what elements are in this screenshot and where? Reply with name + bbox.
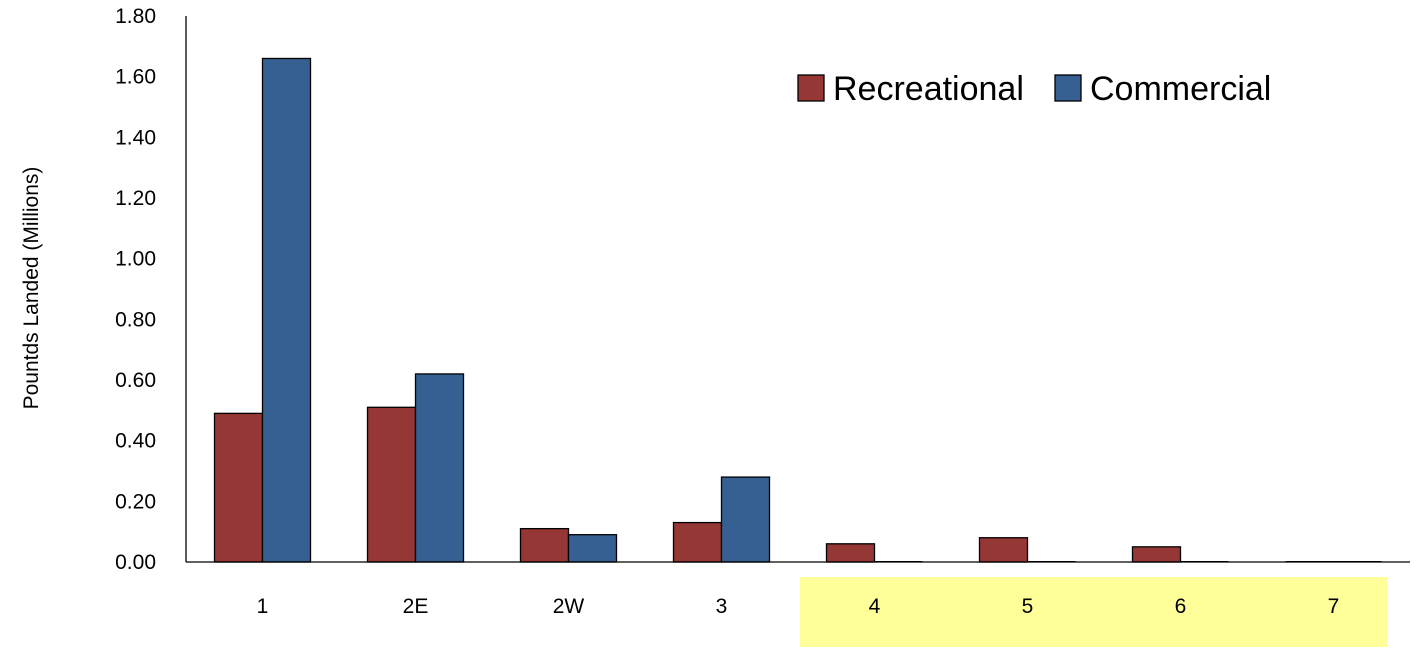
bars-layer (213, 57, 1382, 563)
y-tick-label: 1.80 (115, 5, 156, 28)
legend: Recreational Commercial (797, 70, 1271, 108)
y-axis-label: Pountds Landed (Millions) (20, 167, 43, 410)
bar-commercial-2w (567, 534, 618, 563)
y-tick-label: 1.20 (115, 187, 156, 210)
bar-commercial-3 (720, 476, 771, 563)
y-tick-label: 1.00 (115, 248, 156, 271)
y-tick-label: 1.60 (115, 66, 156, 89)
y-tick-label: 0.40 (115, 430, 156, 453)
x-tick-label: 2W (553, 595, 585, 618)
bar-recreational-1 (213, 412, 264, 563)
legend-swatch-recreational (797, 74, 825, 102)
x-tick-label: 1 (257, 595, 269, 618)
bar-recreational-5 (978, 537, 1029, 563)
bar-recreational-3 (672, 521, 723, 563)
bar-recreational-2w (519, 527, 570, 563)
bar-commercial-2e (414, 373, 465, 563)
x-tick-label: 5 (1022, 595, 1034, 618)
y-tick-label: 1.40 (115, 126, 156, 149)
y-tick-label: 0.00 (115, 551, 156, 574)
x-tick-label: 3 (716, 595, 728, 618)
bar-recreational-4 (825, 543, 876, 563)
axes-layer (185, 16, 1410, 563)
x-tick-label: 4 (869, 595, 881, 618)
x-tick-label: 2E (403, 595, 429, 618)
bar-recreational-2e (366, 406, 417, 563)
highlight-band (800, 577, 1387, 647)
y-tick-label: 0.80 (115, 308, 156, 331)
x-tick-label: 6 (1175, 595, 1187, 618)
legend-label-recreational: Recreational (833, 70, 1024, 108)
ticks-layer: 0.00 0.20 0.40 0.60 0.80 1.00 1.20 1.40 1.60 1.80… (115, 5, 1339, 618)
legend-swatch-commercial (1054, 74, 1082, 102)
y-tick-label: 0.20 (115, 490, 156, 513)
y-tick-label: 0.60 (115, 369, 156, 392)
x-tick-label: 7 (1328, 595, 1340, 618)
legend-label-commercial: Commercial (1090, 70, 1271, 108)
highlight-band-layer (800, 577, 1387, 647)
bar-recreational-6 (1131, 546, 1182, 563)
bar-commercial-1 (261, 57, 312, 563)
